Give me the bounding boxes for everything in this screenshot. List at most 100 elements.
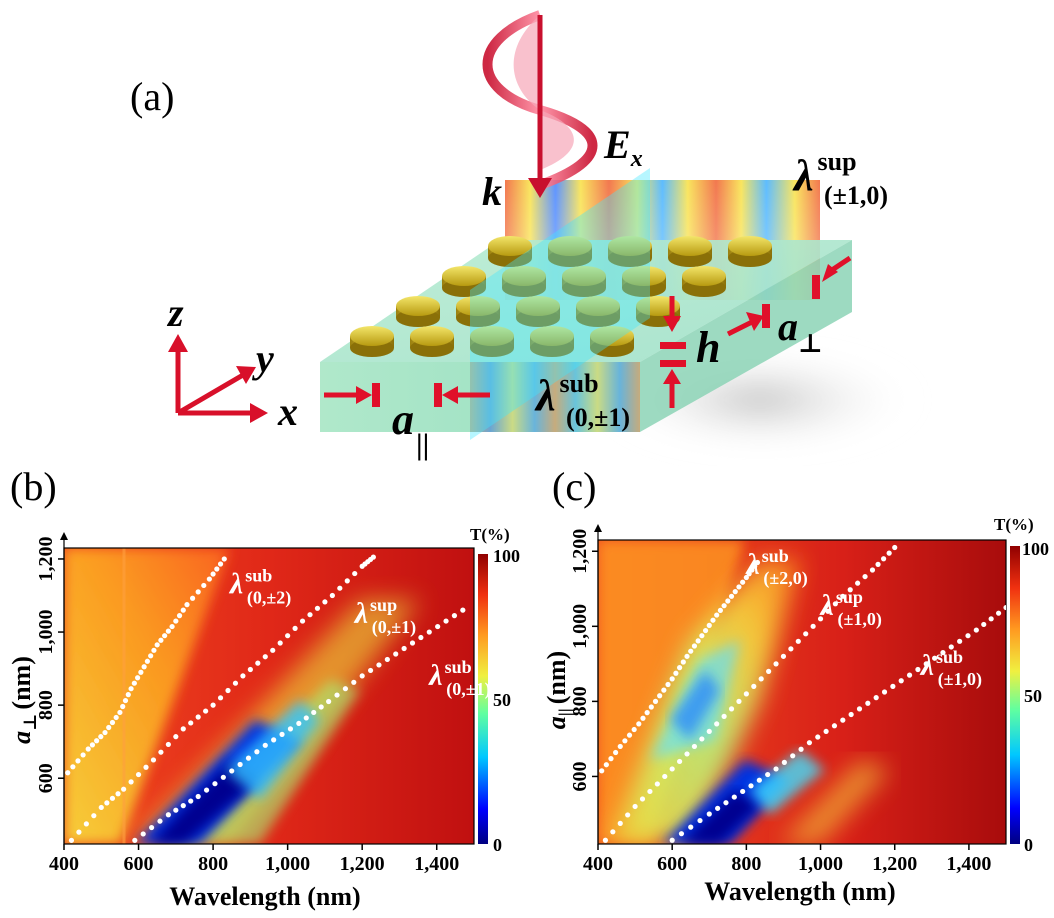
- dotted-line-point: [906, 672, 913, 678]
- dotted-line-point: [318, 704, 324, 710]
- dotted-line-point: [229, 768, 235, 774]
- lambda-sup-text: sub: [445, 657, 472, 677]
- x-tick-label: 1,000: [265, 853, 310, 875]
- dotted-line-point: [725, 598, 731, 604]
- axis-y-label: y: [252, 336, 274, 381]
- nanodisk: [608, 236, 652, 256]
- nanodisk: [488, 236, 532, 256]
- dotted-line-point: [262, 742, 268, 748]
- dotted-line-point: [758, 676, 764, 682]
- dotted-line-point: [83, 821, 89, 827]
- xlabel-b: Wavelength (nm): [169, 882, 360, 911]
- dotted-line-point: [132, 837, 138, 843]
- dotted-line-point: [599, 768, 605, 774]
- dotted-line-point: [831, 723, 838, 729]
- dotted-line-point: [342, 686, 349, 692]
- dotted-line-point: [710, 617, 716, 623]
- substrate-field: [470, 362, 640, 432]
- dotted-line-point: [688, 824, 694, 830]
- x-tick-label: 1,000: [798, 853, 843, 875]
- panel-label-b: (b): [10, 464, 57, 509]
- dotted-line-point: [817, 616, 824, 622]
- dotted-line-point: [781, 759, 787, 765]
- dotted-line-point: [271, 737, 277, 743]
- dotted-line-point: [699, 633, 705, 639]
- dotted-line-point: [68, 837, 75, 843]
- annotations-c: λ sub (±2,0)λ sup (±1,0)λ sub (±1,0): [744, 546, 982, 690]
- dotted-line-point: [104, 800, 110, 806]
- dotted-line-point: [195, 589, 201, 595]
- dotted-line-point: [143, 764, 149, 770]
- nanodisk: [682, 266, 726, 286]
- dotted-line-point: [131, 680, 137, 686]
- dotted-line-point: [622, 738, 628, 744]
- dotted-line-point: [351, 679, 357, 685]
- incident-wave: [482, 10, 598, 198]
- dotted-line-point: [203, 708, 209, 714]
- dotted-line-point: [740, 579, 746, 585]
- nanodisk: [470, 326, 514, 346]
- a-parallel-sub: ||: [416, 428, 429, 461]
- dotted-line-point: [376, 662, 382, 668]
- dotted-line-point: [965, 633, 971, 639]
- dotted-line-point: [810, 623, 816, 629]
- lambda-sup-text: sub: [245, 566, 272, 586]
- y-tick-label: 1,200: [35, 536, 57, 581]
- dotted-line-point: [973, 627, 979, 633]
- dotted-line-point: [245, 755, 252, 761]
- dotted-line-point: [210, 702, 216, 708]
- axes-b: 400 600 800 1,000 1,200 1,400 600 800 1,000 1,200: [35, 532, 459, 875]
- dotted-line-point: [678, 831, 685, 837]
- dotted-line-point: [915, 666, 921, 673]
- dotted-line-point: [780, 653, 787, 659]
- nanodisk: [350, 326, 394, 346]
- dotted-line-point: [151, 647, 157, 653]
- dotted-line-point: [661, 687, 667, 693]
- y-tick-label: 800: [35, 690, 57, 720]
- lambda-sup-order: (±1,0): [824, 181, 888, 210]
- h-marker: [660, 296, 686, 408]
- dotted-line-point: [157, 818, 163, 824]
- dotted-line-point: [806, 740, 813, 746]
- dotted-line-point: [788, 646, 794, 652]
- annotations-b: λ sub (0,±2) λ sup (0,±1)λ sub (0,±1): [228, 566, 491, 700]
- dotted-line-point: [128, 686, 134, 692]
- dotted-line-point: [102, 729, 108, 736]
- field-subscript: x: [630, 146, 643, 172]
- lambda-order: (0,±2): [247, 588, 291, 609]
- lambda-symbol: λ: [534, 371, 556, 420]
- dotted-line-point: [898, 678, 904, 684]
- dotted-line-point: [210, 571, 216, 577]
- lambda-symbol: λ: [427, 659, 442, 692]
- dotted-lines-c: [599, 544, 1006, 843]
- nanodisk: [622, 266, 666, 286]
- dotted-line-point: [225, 687, 231, 694]
- dotted-line-point: [603, 762, 609, 768]
- nanodisk: [410, 326, 454, 346]
- x-tick-label: 400: [583, 853, 613, 875]
- nanodisk: [576, 296, 620, 316]
- dotted-line-point: [714, 612, 720, 618]
- dotted-line-point: [923, 661, 929, 667]
- dotted-line-point: [798, 746, 804, 752]
- y-tick-label: 1,000: [35, 610, 57, 655]
- dotted-line-point: [751, 683, 757, 689]
- dotted-line-point: [948, 644, 954, 650]
- dotted-line-point: [743, 574, 749, 581]
- dotted-line-point: [217, 561, 224, 567]
- dotted-line-point: [135, 675, 141, 681]
- dotted-line-point: [98, 734, 104, 740]
- schematic: (a) z y x: [130, 10, 920, 461]
- dotted-line-point: [640, 715, 646, 721]
- ylabel-b-unit: (nm): [7, 656, 36, 709]
- dotted-line-point: [869, 567, 876, 573]
- cut-plane: [470, 168, 650, 440]
- dotted-line-point: [754, 559, 761, 566]
- nanodisk: [548, 236, 592, 256]
- dotted-line-point: [188, 798, 194, 804]
- ylabel-c-main: a: [542, 716, 571, 729]
- field-E: E: [603, 122, 631, 167]
- dotted-line-point: [873, 695, 879, 701]
- dotted-line-point: [337, 585, 343, 591]
- dotted-line-point: [426, 629, 432, 635]
